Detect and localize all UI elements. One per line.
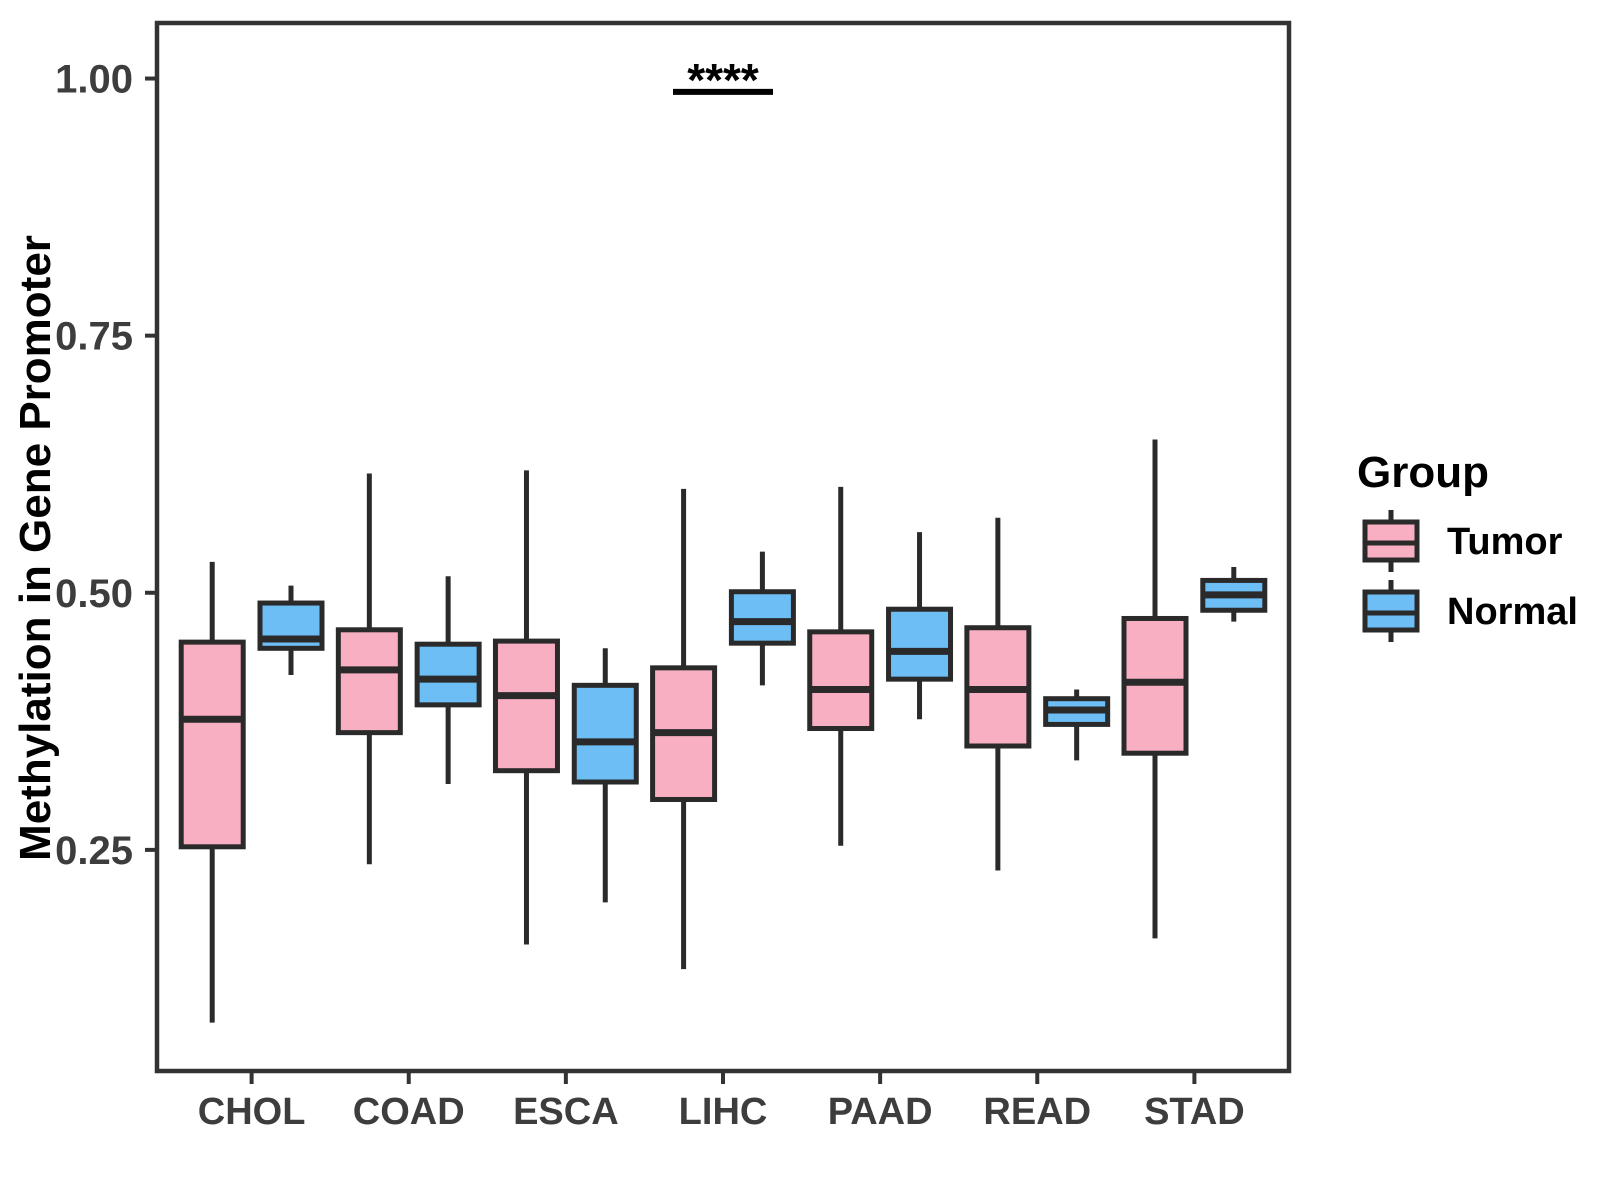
x-tick-label-CHOL: CHOL [198,1091,306,1133]
box-ESCA-tumor-iqr [492,638,560,774]
significance-stars: **** [687,54,759,106]
box-CHOL-tumor-iqr [178,639,246,850]
x-tick-label-PAAD: PAAD [828,1091,933,1133]
legend: Group Tumor Normal [1357,448,1578,642]
box-COAD-normal-iqr [414,641,482,708]
box-COAD-tumor-iqr [335,627,403,736]
box-ESCA-normal-iqr [571,682,639,785]
x-tick-label-READ: READ [983,1091,1091,1133]
box-STAD-tumor-iqr [1121,615,1189,756]
y-axis-title: Methylation in Gene Promoter [11,235,60,861]
plot-area: 0.25 0.50 0.75 1.00 CHOL COAD ESCA LIHC PAAD READ… [55,20,1292,1133]
y-tick-label: 0.25 [55,829,133,873]
legend-key-tumor [1362,510,1420,572]
legend-key-normal [1362,580,1420,642]
x-tick-label-ESCA: ESCA [513,1091,619,1133]
legend-title: Group [1357,448,1489,497]
y-tick-label: 0.75 [55,315,133,359]
y-tick-label: 0.50 [55,572,133,616]
x-tick-label-COAD: COAD [353,1091,465,1133]
y-tick-label: 1.00 [55,58,133,102]
box-PAAD-normal-iqr [886,606,954,682]
legend-label-tumor: Tumor [1447,521,1563,563]
legend-label-normal: Normal [1447,591,1578,633]
box-PAAD-tumor-iqr [807,629,875,732]
legend-keys [1362,510,1420,642]
panel-border [154,20,1292,1074]
box-LIHC-normal-iqr [728,589,796,646]
x-tick-label-LIHC: LIHC [679,1091,768,1133]
x-tick-label-STAD: STAD [1144,1091,1245,1133]
